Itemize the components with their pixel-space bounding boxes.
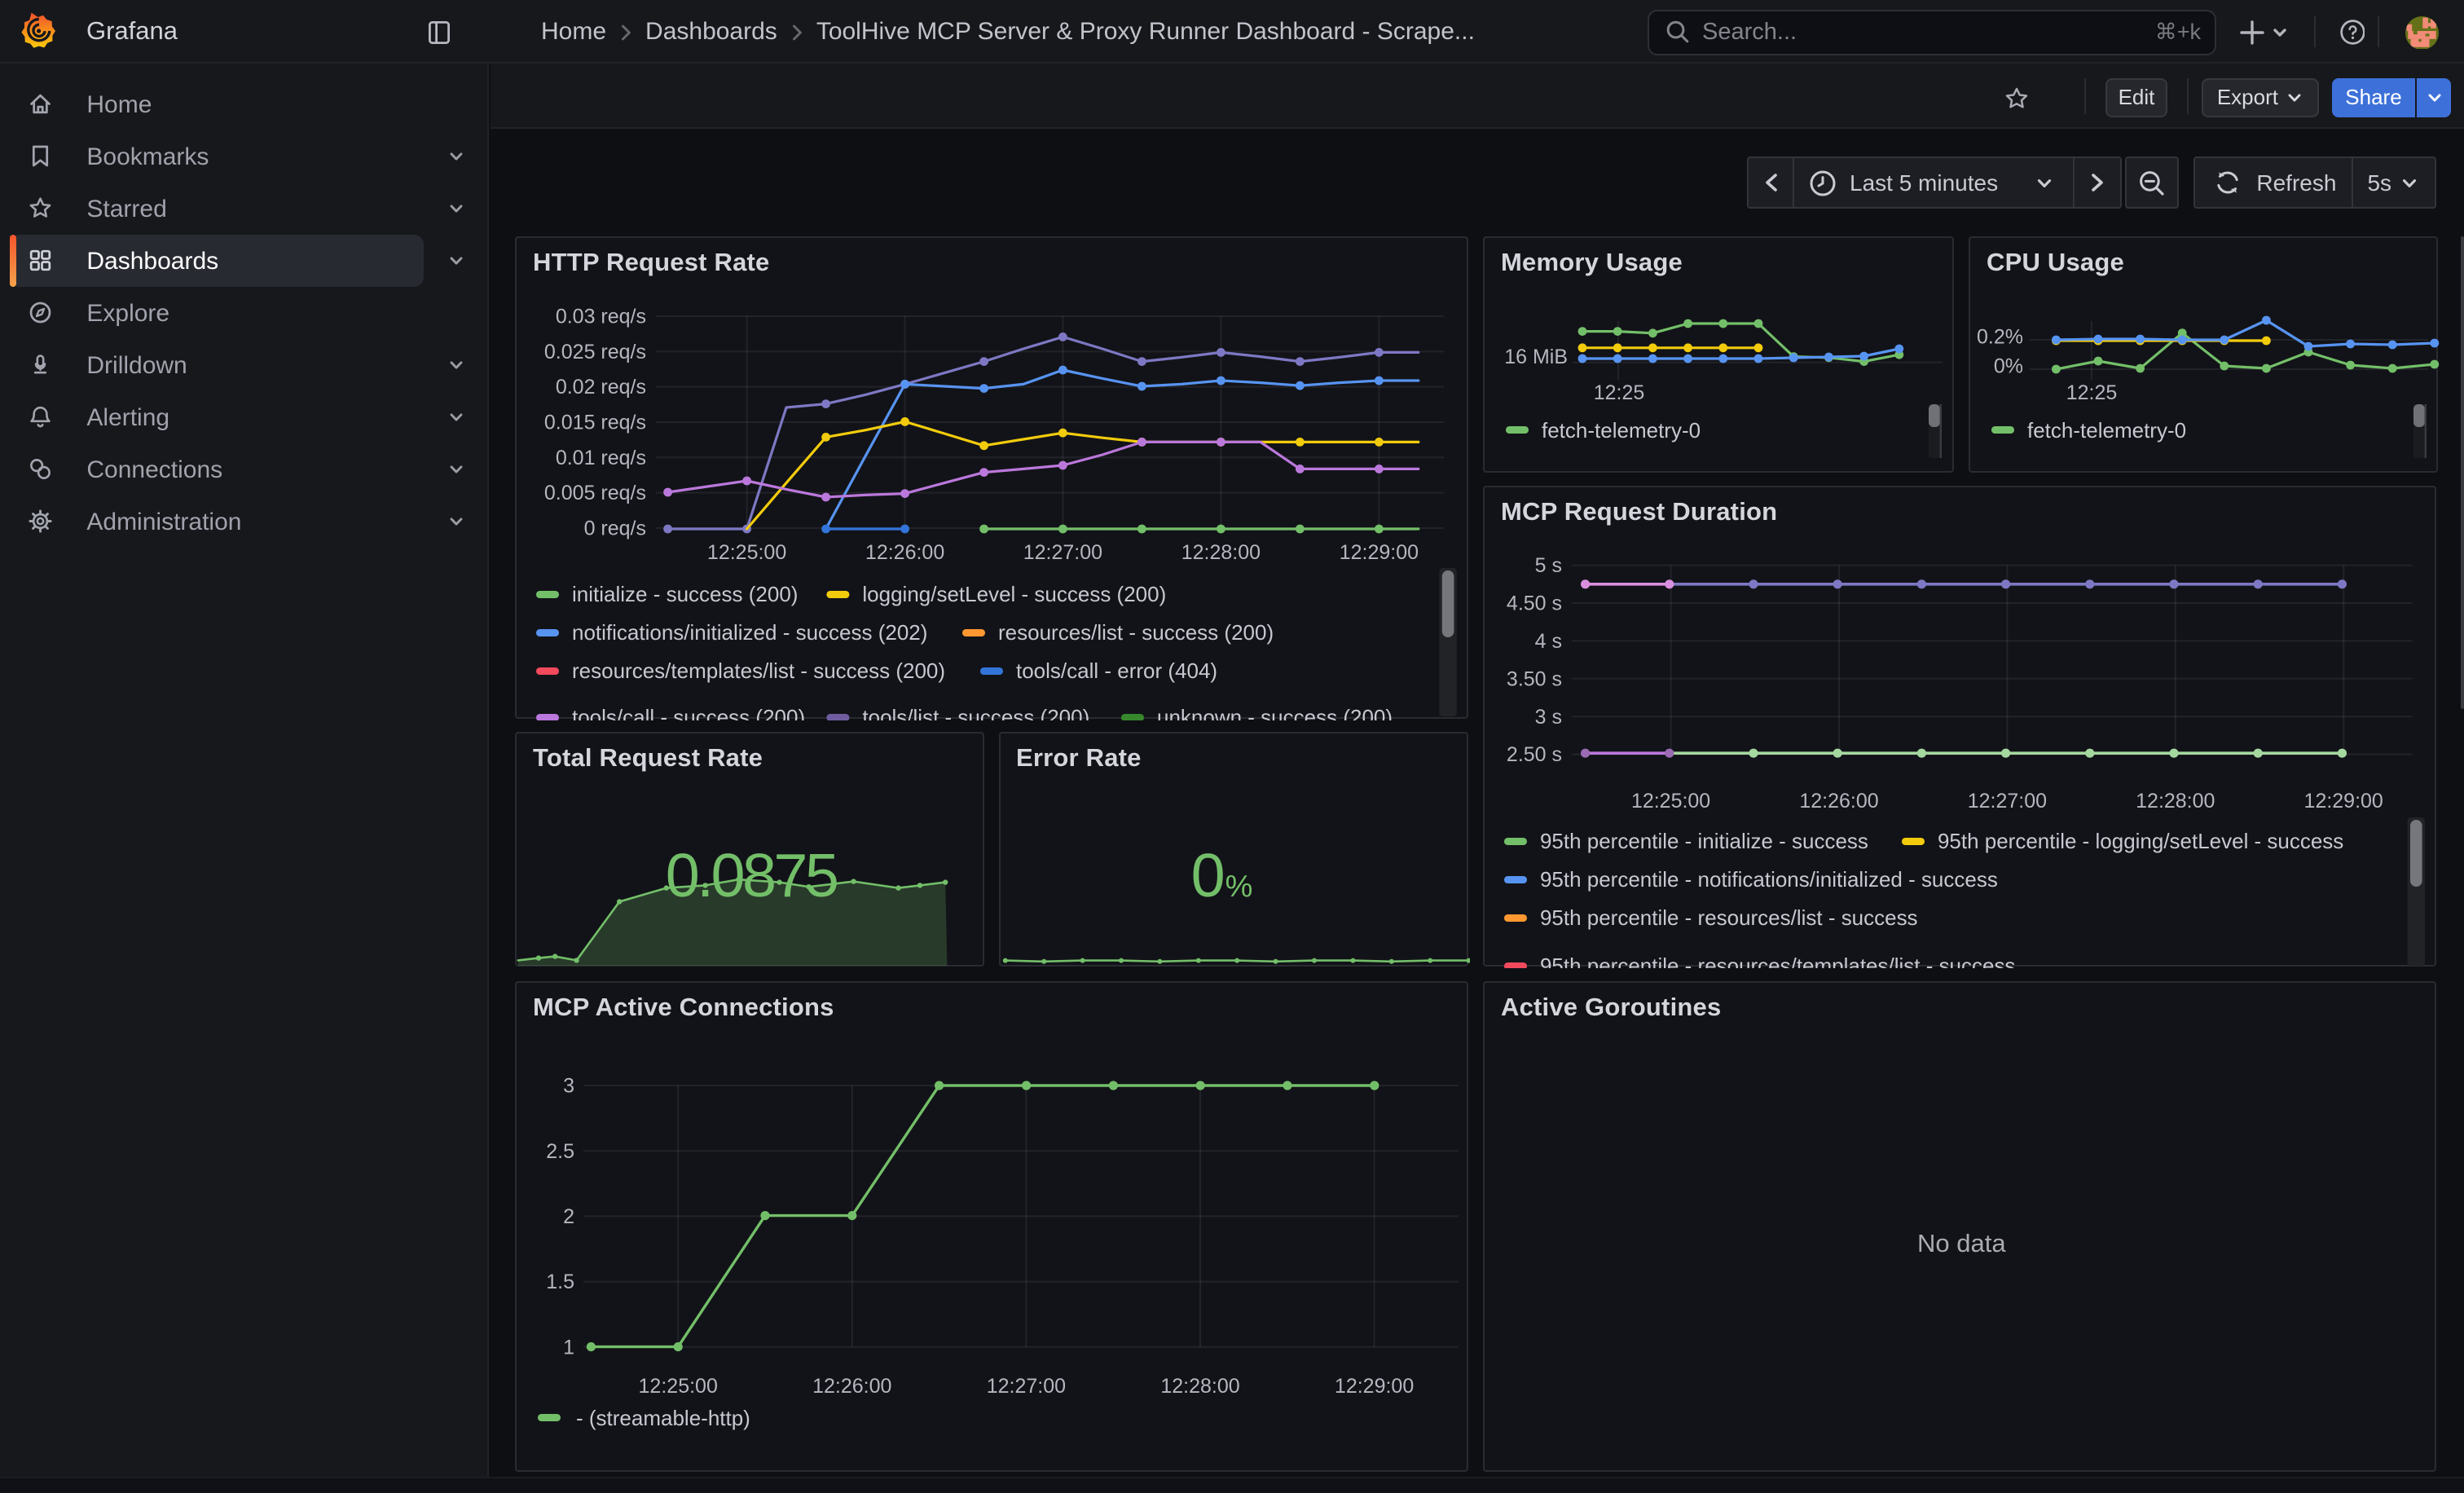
svg-text:4.50 s: 4.50 s [1507, 592, 1562, 615]
svg-text:resources/list - success (200): resources/list - success (200) [998, 620, 1274, 645]
svg-text:95th percentile - initialize -: 95th percentile - initialize - success [1540, 829, 1868, 853]
svg-text:95th percentile - resources/te: 95th percentile - resources/templates/li… [1540, 953, 2015, 968]
svg-text:0.025 req/s: 0.025 req/s [544, 341, 646, 363]
svg-text:12:26:00: 12:26:00 [1799, 790, 1878, 813]
svg-text:1: 1 [563, 1336, 574, 1359]
svg-text:12:29:00: 12:29:00 [1335, 1375, 1414, 1398]
svg-text:12:27:00: 12:27:00 [1968, 790, 2047, 813]
svg-text:12:26:00: 12:26:00 [812, 1375, 891, 1398]
svg-text:12:26:00: 12:26:00 [865, 541, 944, 564]
svg-text:unknown - success (200): unknown - success (200) [1157, 705, 1393, 720]
svg-text:12:25:00: 12:25:00 [639, 1375, 718, 1398]
svg-text:12:25:00: 12:25:00 [1631, 790, 1710, 813]
svg-text:0.03 req/s: 0.03 req/s [556, 306, 646, 328]
svg-text:0.2%: 0.2% [1977, 325, 2023, 348]
svg-text:1.5: 1.5 [546, 1271, 574, 1293]
svg-text:fetch-telemetry-0: fetch-telemetry-0 [1542, 418, 1701, 443]
svg-text:0 req/s: 0 req/s [584, 517, 646, 540]
svg-text:0.01 req/s: 0.01 req/s [556, 447, 646, 469]
svg-text:16 MiB: 16 MiB [1504, 346, 1568, 368]
svg-text:12:29:00: 12:29:00 [1340, 541, 1419, 564]
svg-text:0.005 req/s: 0.005 req/s [544, 482, 646, 504]
svg-text:12:28:00: 12:28:00 [1181, 541, 1261, 564]
svg-text:12:27:00: 12:27:00 [1023, 541, 1102, 564]
svg-text:12:25: 12:25 [2066, 381, 2118, 404]
svg-text:5 s: 5 s [1535, 554, 1562, 577]
svg-text:3: 3 [563, 1075, 574, 1098]
svg-text:12:25:00: 12:25:00 [707, 541, 786, 564]
svg-text:95th percentile - notification: 95th percentile - notifications/initiali… [1540, 867, 1998, 892]
svg-text:12:28:00: 12:28:00 [2136, 790, 2215, 813]
svg-text:2: 2 [563, 1205, 574, 1228]
svg-text:12:27:00: 12:27:00 [987, 1375, 1066, 1398]
svg-text:2.5: 2.5 [546, 1140, 574, 1163]
svg-text:95th percentile - logging/setL: 95th percentile - logging/setLevel - suc… [1938, 829, 2343, 853]
svg-text:3 s: 3 s [1535, 706, 1562, 729]
svg-text:0.02 req/s: 0.02 req/s [556, 376, 646, 399]
svg-text:tools/list - success (200): tools/list - success (200) [862, 705, 1089, 720]
svg-text:0.015 req/s: 0.015 req/s [544, 412, 646, 434]
svg-text:fetch-telemetry-0: fetch-telemetry-0 [2027, 418, 2186, 443]
svg-text:95th percentile - resources/li: 95th percentile - resources/list - succe… [1540, 905, 1918, 930]
svg-text:12:28:00: 12:28:00 [1160, 1375, 1239, 1398]
svg-text:0%: 0% [1994, 355, 2023, 378]
svg-text:4 s: 4 s [1535, 630, 1562, 653]
svg-text:tools/call - success (200): tools/call - success (200) [572, 705, 805, 720]
svg-text:12:29:00: 12:29:00 [2304, 790, 2383, 813]
svg-text:initialize - success (200): initialize - success (200) [572, 582, 798, 606]
svg-text:tools/call - error (404): tools/call - error (404) [1016, 658, 1217, 683]
svg-text:3.50 s: 3.50 s [1507, 667, 1562, 690]
svg-text:resources/templates/list - suc: resources/templates/list - success (200) [572, 658, 945, 683]
svg-text:12:25: 12:25 [1594, 381, 1645, 404]
svg-text:logging/setLevel - success (20: logging/setLevel - success (200) [862, 582, 1166, 606]
svg-text:- (streamable-http): - (streamable-http) [576, 1406, 750, 1430]
svg-text:2.50 s: 2.50 s [1507, 743, 1562, 766]
svg-text:notifications/initialized - su: notifications/initialized - success (202… [572, 620, 927, 645]
